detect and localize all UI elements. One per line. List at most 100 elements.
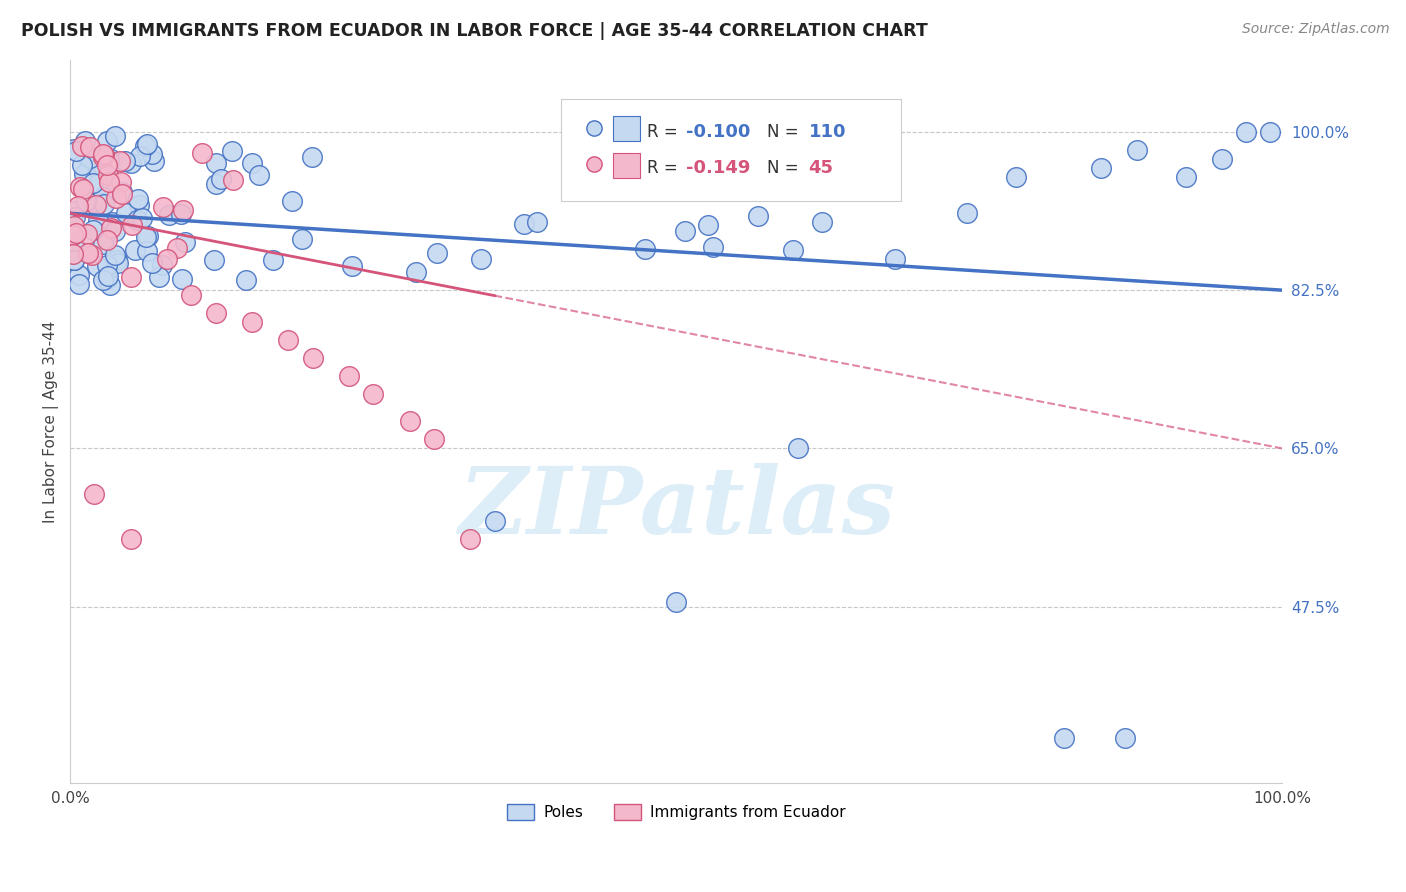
Point: [170, 272, 193, 286]
Point: [301, 150, 323, 164]
Point: [91, 150, 114, 164]
Point: [634, 242, 657, 256]
Point: [235, 273, 257, 287]
Point: [152, 200, 174, 214]
Text: -0.100: -0.100: [686, 123, 751, 141]
Point: [127, 192, 149, 206]
Point: [82, 177, 104, 191]
Point: [301, 351, 323, 365]
Point: [204, 306, 226, 320]
Point: [405, 265, 427, 279]
Point: [62, 247, 84, 261]
Point: [62, 227, 84, 242]
Point: [697, 219, 720, 233]
Point: [120, 269, 142, 284]
Point: [96, 272, 118, 286]
Point: [97, 268, 120, 283]
Point: [111, 186, 134, 201]
Point: [73, 134, 96, 148]
Point: [128, 149, 150, 163]
Point: [209, 172, 232, 186]
Point: [97, 186, 120, 201]
Point: [63, 142, 86, 156]
Point: [141, 147, 163, 161]
Point: [79, 139, 101, 153]
Point: [76, 246, 98, 260]
Point: [111, 186, 134, 200]
Point: [204, 178, 226, 192]
Point: [67, 277, 90, 292]
Point: [63, 204, 86, 219]
Point: [98, 277, 121, 292]
Point: [458, 532, 481, 546]
Point: [426, 246, 449, 260]
Point: [115, 205, 138, 219]
Point: [121, 219, 143, 233]
Point: [104, 128, 127, 143]
Point: [290, 232, 312, 246]
Text: 45: 45: [808, 160, 834, 178]
Point: [277, 333, 299, 347]
Point: [96, 234, 118, 248]
Point: [104, 191, 127, 205]
Legend: Poles, Immigrants from Ecuador: Poles, Immigrants from Ecuador: [501, 797, 852, 826]
Point: [665, 595, 688, 609]
Point: [782, 244, 804, 258]
Point: [105, 253, 128, 268]
Point: [281, 194, 304, 209]
Point: [398, 414, 420, 428]
Point: [1174, 170, 1197, 185]
Point: [108, 154, 131, 169]
Point: [1004, 170, 1026, 185]
Point: [63, 236, 86, 251]
Point: [1114, 731, 1136, 745]
Point: [148, 270, 170, 285]
Point: [107, 256, 129, 270]
Point: [76, 194, 98, 209]
Point: [128, 198, 150, 212]
Point: [77, 160, 100, 174]
Point: [240, 315, 263, 329]
Point: [96, 158, 118, 172]
Point: [84, 198, 107, 212]
Point: [101, 156, 124, 170]
Point: [202, 252, 225, 267]
Point: [114, 154, 136, 169]
Point: [80, 175, 103, 189]
Point: [786, 442, 808, 456]
Point: [93, 273, 115, 287]
Point: [240, 156, 263, 170]
Text: N =: N =: [768, 123, 799, 141]
Point: [134, 139, 156, 153]
Point: [583, 137, 606, 152]
Point: [100, 153, 122, 167]
Point: [131, 211, 153, 225]
Point: [513, 218, 536, 232]
Point: [262, 253, 284, 268]
Text: 110: 110: [808, 123, 846, 141]
Point: [89, 159, 111, 173]
FancyBboxPatch shape: [613, 153, 640, 178]
Point: [66, 198, 89, 212]
Point: [1211, 152, 1233, 166]
Point: [702, 240, 724, 254]
Point: [98, 154, 121, 169]
Point: [87, 214, 110, 228]
Point: [100, 221, 122, 235]
Point: [141, 256, 163, 270]
Text: Source: ZipAtlas.com: Source: ZipAtlas.com: [1241, 22, 1389, 37]
Point: [180, 287, 202, 301]
Point: [104, 248, 127, 262]
Point: [191, 145, 214, 160]
Point: [63, 210, 86, 224]
Point: [811, 215, 834, 229]
Point: [169, 207, 191, 221]
Point: [337, 369, 360, 384]
Point: [63, 252, 86, 267]
Text: R =: R =: [647, 123, 683, 141]
Point: [747, 209, 769, 223]
Point: [124, 244, 146, 258]
Point: [63, 252, 86, 267]
Point: [72, 182, 94, 196]
Point: [156, 252, 179, 266]
